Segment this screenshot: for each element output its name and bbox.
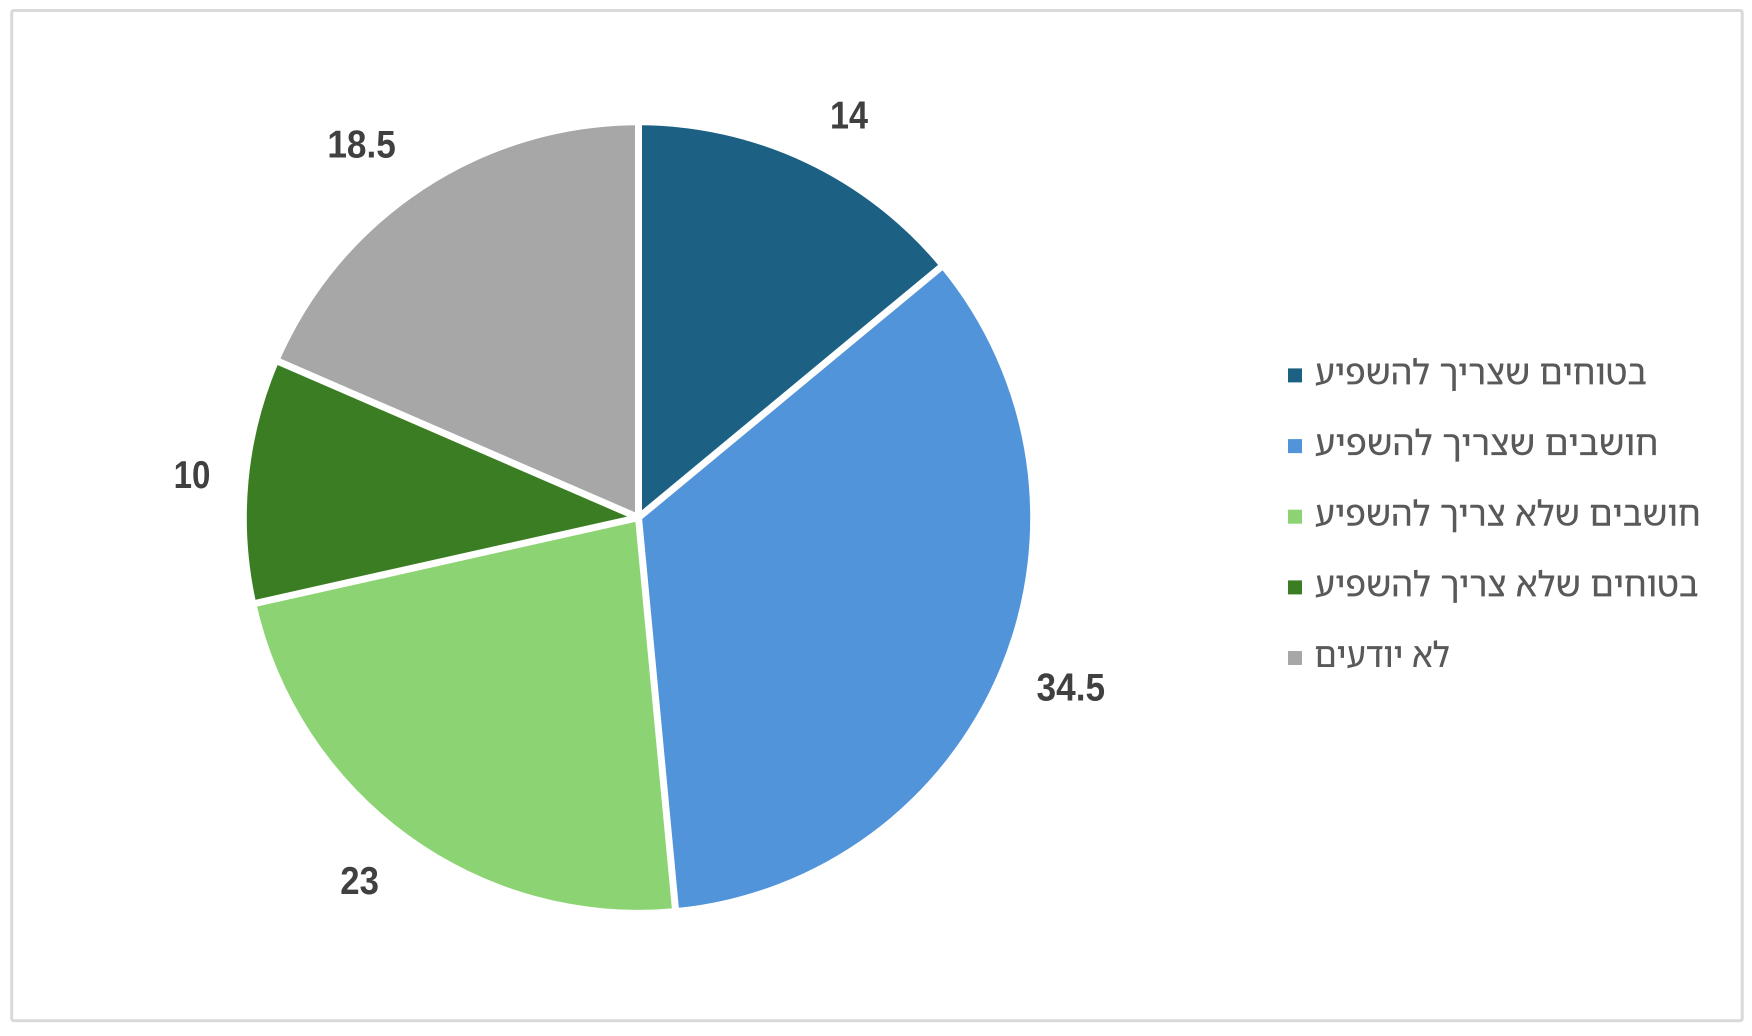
svg-text:10: 10 <box>174 454 211 497</box>
svg-text:23: 23 <box>340 860 379 903</box>
svg-text:18.5: 18.5 <box>327 124 396 167</box>
svg-text:34.5: 34.5 <box>1037 666 1106 709</box>
svg-text:14: 14 <box>830 95 868 138</box>
